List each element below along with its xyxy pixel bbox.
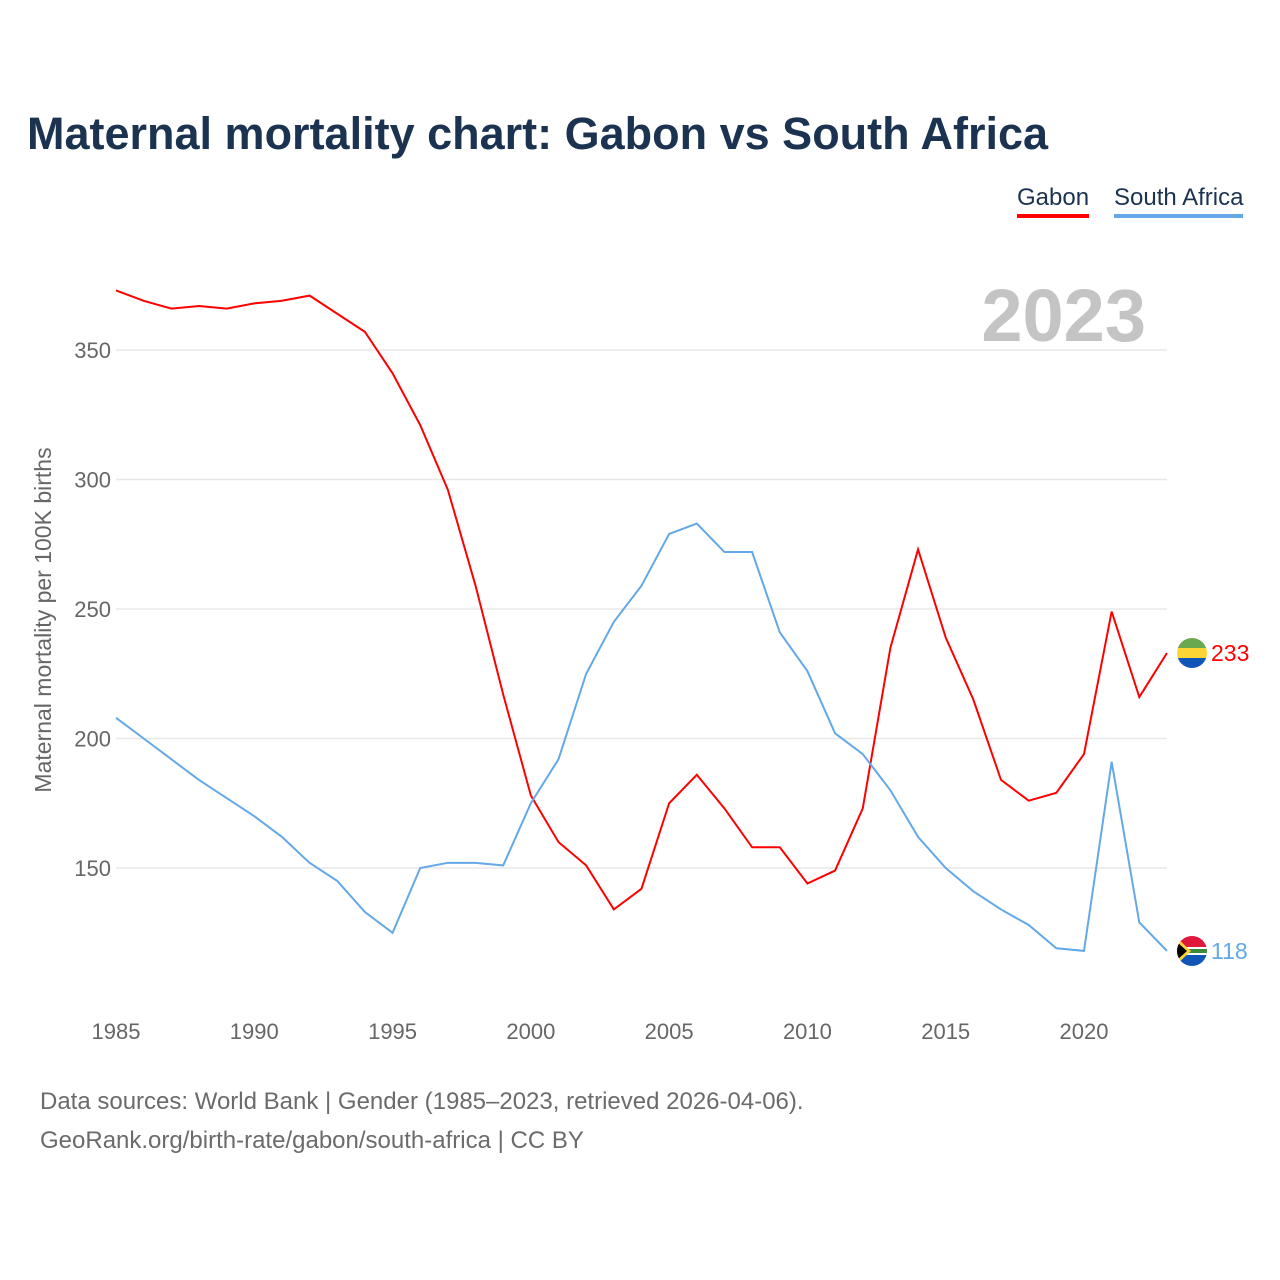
x-tick-label: 2010 (783, 1019, 832, 1044)
x-tick-label: 2020 (1060, 1019, 1109, 1044)
y-tick-label: 300 (74, 468, 111, 493)
series-line-gabon (115, 289, 1168, 911)
legend-gabon[interactable]: Gabon (1017, 184, 1090, 218)
chart-title: Maternal mortality chart: Gabon vs South… (27, 108, 1049, 159)
y-tick-label: 150 (74, 856, 111, 881)
footer-sources: Data sources: World Bank | Gender (1985–… (40, 1088, 804, 1115)
y-tick-label: 350 (74, 338, 111, 363)
end-value-label: 233 (1211, 640, 1249, 666)
x-tick-label: 2005 (645, 1019, 694, 1044)
x-tick-label: 1995 (368, 1019, 417, 1044)
year-watermark: 2023 (981, 274, 1146, 357)
y-tick-label: 250 (74, 597, 111, 622)
y-tick-label: 200 (74, 727, 111, 752)
end-value-label: 118 (1211, 938, 1248, 964)
south-africa-flag-icon (1177, 936, 1207, 966)
gabon-flag-icon (1177, 638, 1207, 668)
footer-link[interactable]: GeoRank.org/birth-rate/gabon/south-afric… (40, 1127, 584, 1154)
legend-south-africa[interactable]: South Africa (1114, 184, 1244, 218)
y-axis-label: Maternal mortality per 100K births (30, 447, 56, 792)
series-line-south-africa (115, 522, 1168, 952)
x-tick-label: 1990 (230, 1019, 279, 1044)
x-tick-label: 2015 (921, 1019, 970, 1044)
x-tick-label: 1985 (92, 1019, 141, 1044)
x-tick-label: 2000 (506, 1019, 555, 1044)
